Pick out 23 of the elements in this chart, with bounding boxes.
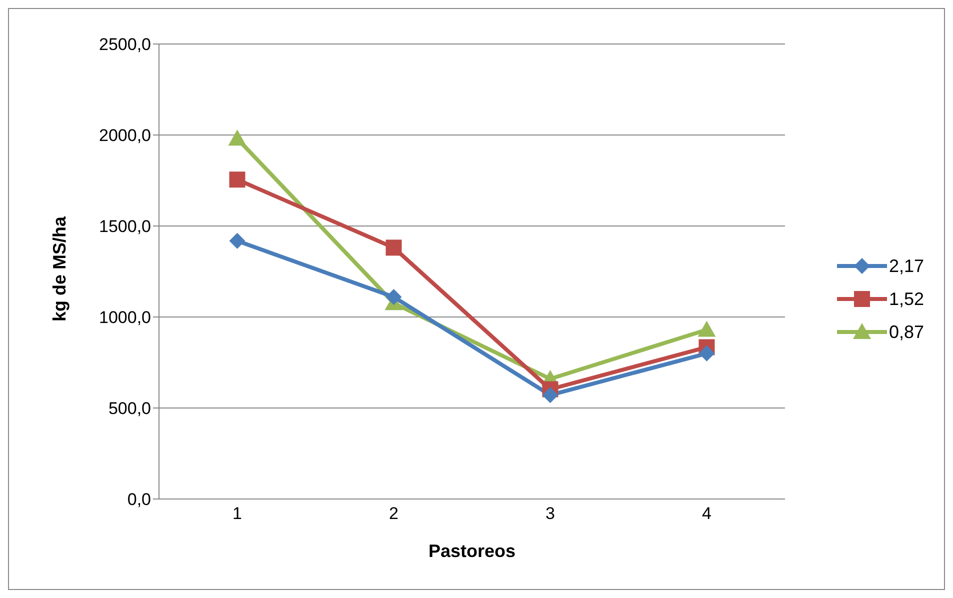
y-tick-label: 0,0 bbox=[127, 490, 151, 510]
x-axis-title: Pastoreos bbox=[428, 541, 516, 561]
y-tick-label: 1500,0 bbox=[99, 217, 151, 236]
x-tick-label: 3 bbox=[545, 504, 555, 524]
point bbox=[386, 288, 402, 305]
x-tick-label: 4 bbox=[702, 504, 712, 524]
point bbox=[229, 232, 246, 249]
point bbox=[698, 345, 715, 362]
point bbox=[698, 320, 716, 337]
legend-label: 1,52 bbox=[888, 288, 924, 310]
legend-label: 2,17 bbox=[888, 256, 924, 276]
point bbox=[229, 172, 246, 188]
y-tick-label: 2500,0 bbox=[99, 35, 151, 54]
point bbox=[386, 240, 402, 256]
x-tick-label: 2 bbox=[389, 504, 398, 524]
x-tick-label: 1 bbox=[232, 504, 242, 524]
legend-label: 0,87 bbox=[888, 322, 924, 342]
y-tick-label: 500,0 bbox=[108, 399, 151, 418]
point bbox=[542, 387, 558, 404]
point bbox=[228, 130, 246, 146]
y-tick-label: 2000,0 bbox=[99, 126, 151, 146]
y-tick-label: 1000,0 bbox=[99, 308, 151, 328]
y-axis-title: kg de MS/ha bbox=[49, 215, 70, 322]
